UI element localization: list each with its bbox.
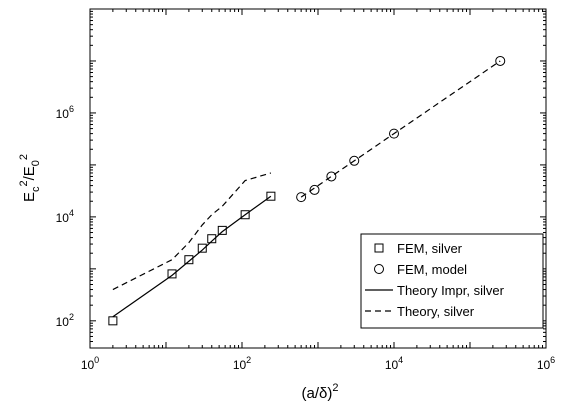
- legend: FEM, silver FEM, model Theory Impr, silver…: [360, 233, 544, 329]
- data-point: [309, 184, 320, 195]
- y-axis-label: Ec2/E02: [18, 154, 42, 202]
- legend-marker: [374, 243, 384, 253]
- legend-marker: [374, 264, 384, 274]
- y-tick-label: 102: [56, 312, 74, 329]
- axis-ticks: [89, 9, 547, 349]
- x-axis-label: (a/δ)2: [302, 382, 339, 402]
- series-3: [112, 60, 501, 291]
- data-point: [184, 255, 194, 265]
- data-point: [326, 171, 337, 182]
- series-line: [112, 172, 272, 291]
- legend-label: FEM, silver: [397, 241, 463, 256]
- legend-label: Theory Impr, silver: [397, 283, 505, 298]
- legend-label: Theory, silver: [397, 304, 475, 319]
- series-line: [112, 195, 272, 318]
- y-tick-label: 106: [56, 104, 74, 121]
- series-line: [300, 60, 501, 198]
- data-point: [197, 243, 207, 253]
- x-tick-label: 100: [81, 355, 99, 372]
- series-2: [112, 195, 272, 318]
- data-point: [217, 225, 227, 235]
- legend-item-2: Theory Impr, silver: [365, 283, 505, 298]
- x-tick-label: 106: [537, 355, 555, 372]
- x-tick-label: 104: [385, 355, 403, 372]
- x-tick-labels: 100 102 104 106: [81, 355, 555, 372]
- x-tick-label: 102: [233, 355, 251, 372]
- legend-item-0: FEM, silver: [374, 241, 463, 256]
- legend-item-1: FEM, model: [374, 262, 467, 277]
- y-tick-labels: 102 104 106: [56, 104, 74, 329]
- data-point: [167, 269, 177, 279]
- legend-box: [360, 233, 544, 329]
- y-tick-label: 104: [56, 208, 74, 225]
- legend-label: FEM, model: [397, 262, 467, 277]
- data-point: [108, 316, 118, 326]
- data-point: [207, 234, 217, 244]
- series-layer: [108, 55, 506, 326]
- legend-item-3: Theory, silver: [365, 304, 475, 319]
